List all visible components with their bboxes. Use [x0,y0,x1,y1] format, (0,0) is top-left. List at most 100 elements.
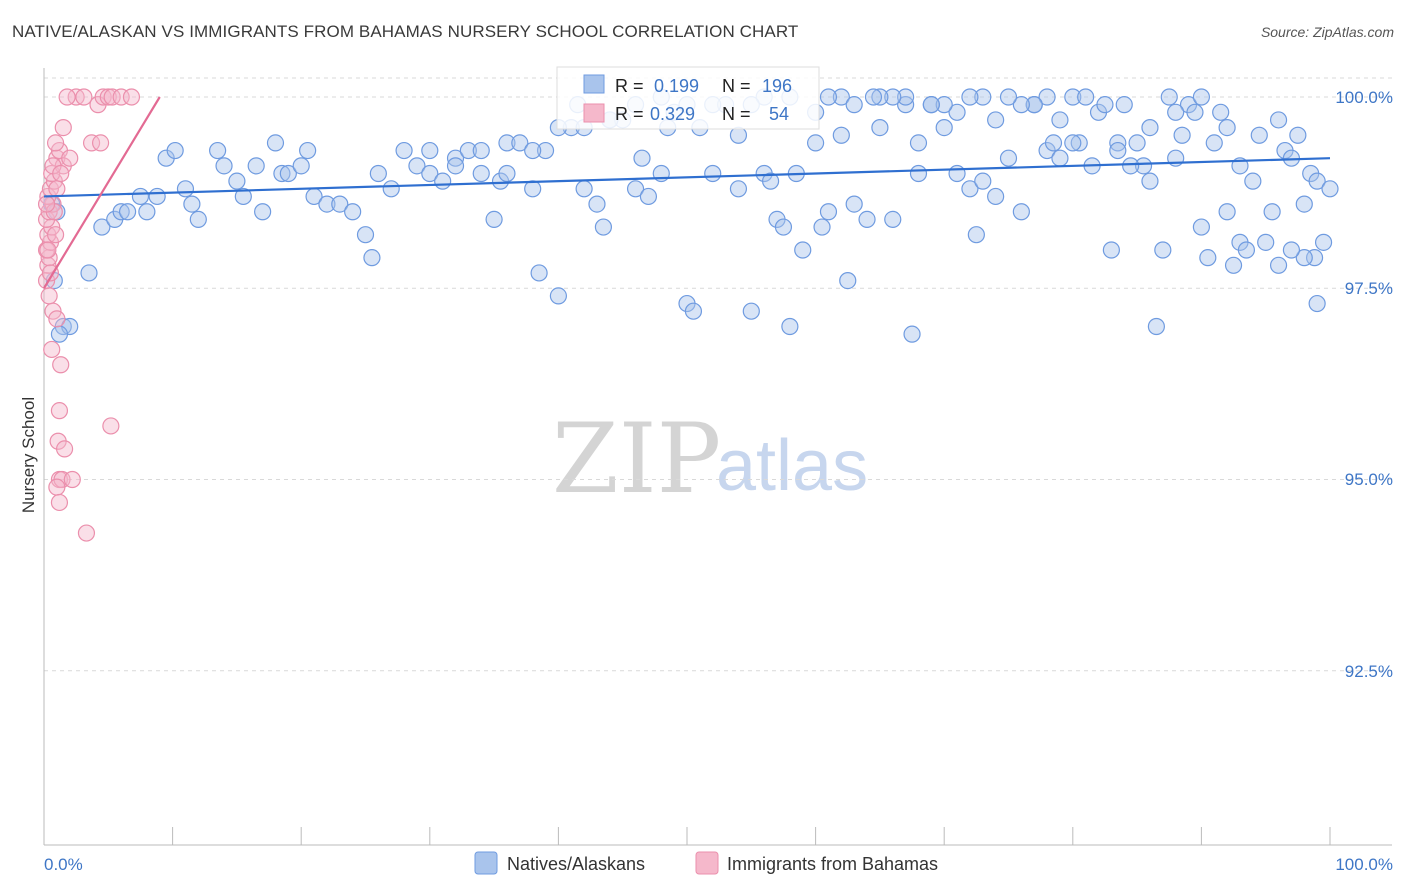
scatter-point-natives [845,195,863,213]
scatter-point-natives [704,164,722,183]
scatter-point-natives [1102,241,1120,259]
scatter-point-bahamas [52,164,70,183]
scatter-point-natives [1115,96,1133,114]
scatter-point-natives [166,141,184,160]
scatter-point-natives [511,134,529,152]
scatter-point-bahamas [52,356,70,374]
scatter-point-natives [1295,249,1313,267]
watermark-atlas: atlas [716,426,868,506]
scatter-point-natives [729,180,748,198]
scatter-point-natives [1134,157,1153,175]
scatter-point-bahamas [48,180,66,198]
scatter-point-natives [112,203,130,221]
scatter-point-natives [594,218,613,236]
scatter-point-natives [1269,256,1288,274]
scatter-point-bahamas [40,287,58,305]
scatter-point-bahamas [58,88,76,106]
scatter-point-natives [871,88,889,106]
scatter-point-natives [1289,126,1307,144]
scatter-point-natives [1263,203,1281,221]
scatter-point-bahamas [37,195,56,213]
scatter-point-natives [806,134,825,152]
scatter-point-natives [884,88,902,106]
scatter-point-natives [318,195,336,213]
scatter-point-natives [884,210,902,228]
scatter-point-natives [1321,180,1339,198]
trendline-bahamas [43,96,161,289]
scatter-point-bahamas [102,417,120,435]
scatter-point-natives [774,218,793,236]
scatter-point-bahamas [61,149,79,167]
scatter-point-bahamas [55,440,74,458]
scatter-point-bahamas [122,88,141,106]
scatter-point-natives [987,187,1005,206]
scatter-point-natives [524,141,542,160]
scatter-point-natives [819,203,838,221]
scatter-point-natives [1205,134,1223,152]
scatter-point-natives [536,141,555,160]
bottom-legend: Natives/Alaskans Immigrants from Bahamas [474,851,938,875]
scatter-point-natives [974,88,992,106]
scatter-point-natives [395,141,413,160]
scatter-point-natives [588,195,606,213]
scatter-point-natives [1044,134,1063,152]
scatter-point-natives [273,164,291,183]
y-tick-labels: 100.0% 97.5% 95.0% 92.5% [1335,88,1393,681]
legend-swatch-blue [474,851,498,875]
scatter-point-natives [234,187,252,206]
scatter-point-bahamas [99,88,117,106]
scatter-point-natives [819,88,838,106]
scatter-point-natives [781,317,799,336]
scatter-point-natives [832,126,850,144]
scatter-point-natives [897,88,915,106]
scatter-point-natives [1218,118,1236,137]
scatter-point-natives [331,195,349,213]
scatter-point-bahamas [63,470,81,489]
scatter-point-natives [382,180,400,198]
stats-swatch-blue [583,74,605,94]
scatter-point-natives [80,264,98,282]
scatter-point-bahamas [50,402,69,420]
scatter-point-natives [434,172,452,190]
scatter-point-natives [1051,149,1069,167]
y-tick-label: 100.0% [1335,88,1393,107]
scatter-point-natives [1199,249,1217,267]
scatter-point-natives [1051,111,1069,129]
scatter-point-natives [183,195,201,213]
scatter-point-natives [1237,241,1256,259]
scatter-point-natives [446,157,465,175]
scatter-point-natives [999,149,1018,167]
scatter-point-natives [228,172,246,190]
scatter-point-natives [684,302,703,320]
scatter-point-natives [549,287,568,305]
scatter-point-natives [999,88,1018,106]
scatter-point-natives [967,226,985,244]
scatter-point-natives [138,203,156,221]
scatter-point-natives [948,103,966,121]
scatter-point-natives [93,218,111,236]
stats-r-value: 0.329 [650,104,695,124]
scatter-point-natives [1012,203,1030,221]
trendlines [43,96,1331,289]
scatter-point-natives [292,157,310,175]
scatter-point-natives [858,210,876,228]
scatter-point-natives [1160,88,1178,106]
trendline-natives [43,157,1331,198]
stats-n-label: N = [722,76,751,96]
scatter-point-natives [987,111,1005,129]
series-natives-alaskans [43,88,1339,343]
scatter-point-bahamas [82,134,101,152]
scatter-point-natives [524,180,542,198]
scatter-point-natives [832,88,850,106]
scatter-point-natives [189,210,207,228]
scatter-point-natives [575,180,593,198]
y-tick-label: 95.0% [1345,470,1393,489]
scatter-point-natives [344,203,362,221]
scatter-point-natives [909,134,928,152]
scatter-point-natives [131,187,150,206]
scatter-point-natives [279,164,297,183]
stats-legend: R = 0.199 N = 196 R = 0.329 N = 54 [556,66,820,130]
stats-r-label: R = [615,76,644,96]
scatter-point-bahamas [50,493,69,512]
scatter-point-natives [1096,96,1114,114]
